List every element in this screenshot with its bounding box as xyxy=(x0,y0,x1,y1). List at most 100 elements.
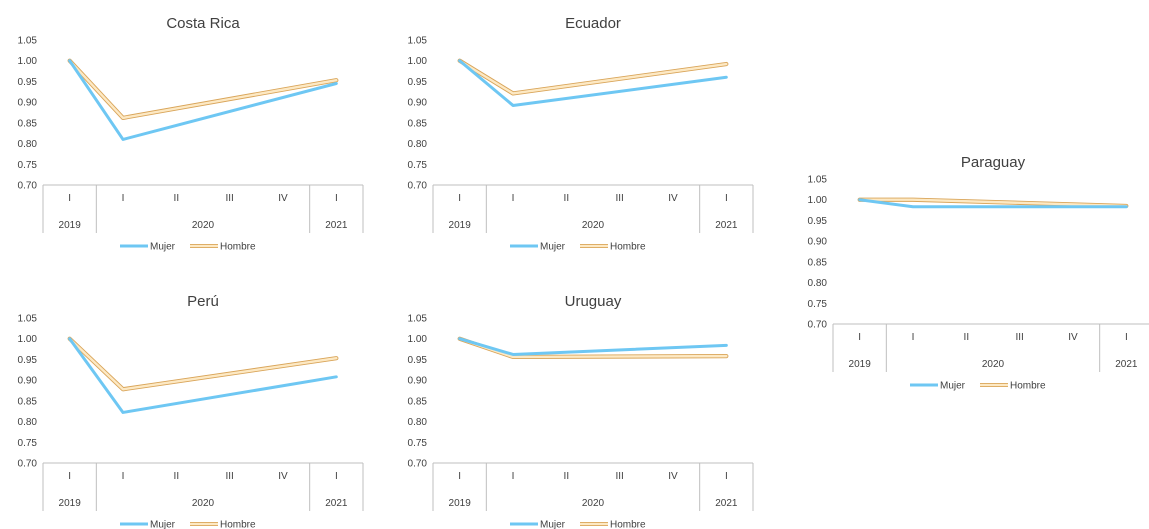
y-tick-label: 0.90 xyxy=(18,376,38,387)
x-tick-label: III xyxy=(225,193,233,204)
series-hombre-line xyxy=(68,59,338,120)
x-tick-label: I xyxy=(68,193,71,204)
x-tick-label: II xyxy=(174,193,180,204)
y-tick-label: 0.70 xyxy=(18,181,38,192)
x-tick-label: IV xyxy=(278,471,288,482)
x-tick-label: III xyxy=(615,471,623,482)
y-tick-label: 1.00 xyxy=(18,56,38,67)
y-tick-label: 1.00 xyxy=(408,56,428,67)
series-hombre-line xyxy=(458,59,728,95)
x-tick-label: III xyxy=(225,471,233,482)
legend-mujer-label: Mujer xyxy=(940,381,966,392)
y-tick-label: 0.70 xyxy=(408,459,428,470)
year-label: 2020 xyxy=(192,220,215,231)
x-tick-label: I xyxy=(1125,332,1128,343)
year-label: 2021 xyxy=(715,498,738,509)
x-tick-label: I xyxy=(858,332,861,343)
x-tick-label: IV xyxy=(278,193,288,204)
year-label: 2021 xyxy=(715,220,738,231)
year-label: 2019 xyxy=(449,220,472,231)
year-label: 2021 xyxy=(1115,359,1138,370)
y-tick-label: 0.75 xyxy=(408,438,428,449)
year-label: 2021 xyxy=(325,220,348,231)
y-tick-label: 0.95 xyxy=(408,77,428,88)
series-hombre-outline xyxy=(457,58,729,96)
y-tick-label: 1.05 xyxy=(808,175,828,186)
year-label: 2020 xyxy=(192,498,215,509)
series-hombre-outline xyxy=(67,58,339,120)
series-hombre-line xyxy=(858,198,1128,208)
x-tick-label: IV xyxy=(1068,332,1078,343)
x-tick-label: I xyxy=(512,193,515,204)
y-tick-label: 0.85 xyxy=(408,118,428,129)
chart-title: Uruguay xyxy=(565,293,622,310)
y-tick-label: 0.85 xyxy=(408,396,428,407)
year-label: 2019 xyxy=(59,220,82,231)
chart-panel: Costa Rica 0.70 0.75 0.80 0.85 0.90 0.95 1.00 1.… xyxy=(18,15,364,253)
y-tick-label: 0.75 xyxy=(408,160,428,171)
year-label: 2019 xyxy=(59,498,82,509)
x-tick-label: I xyxy=(335,193,338,204)
year-label: 2020 xyxy=(582,220,605,231)
y-tick-label: 0.80 xyxy=(18,417,38,428)
x-tick-label: I xyxy=(122,471,125,482)
y-tick-label: 0.75 xyxy=(18,160,38,171)
y-tick-label: 0.70 xyxy=(408,181,428,192)
legend-mujer-label: Mujer xyxy=(540,242,566,253)
x-tick-label: IV xyxy=(668,471,678,482)
x-tick-label: I xyxy=(458,471,461,482)
legend-hombre-label: Hombre xyxy=(220,242,256,253)
chart-title: Ecuador xyxy=(565,15,621,32)
y-tick-label: 0.95 xyxy=(408,355,428,366)
chart-panel: Paraguay 0.70 0.75 0.80 0.85 0.90 0.95 1.00 1.05… xyxy=(808,154,1149,392)
y-tick-label: 0.75 xyxy=(18,438,38,449)
y-tick-label: 0.75 xyxy=(808,299,828,310)
year-label: 2019 xyxy=(849,359,872,370)
x-tick-label: I xyxy=(458,193,461,204)
x-tick-label: I xyxy=(512,471,515,482)
x-tick-label: II xyxy=(964,332,970,343)
x-tick-label: II xyxy=(564,471,570,482)
y-tick-label: 1.05 xyxy=(18,314,38,325)
y-tick-label: 0.90 xyxy=(408,98,428,109)
y-tick-label: 1.05 xyxy=(408,36,428,47)
x-tick-label: I xyxy=(122,193,125,204)
series-mujer-line xyxy=(68,337,338,414)
x-tick-label: I xyxy=(912,332,915,343)
y-tick-label: 1.00 xyxy=(808,195,828,206)
y-tick-label: 0.80 xyxy=(18,139,38,150)
y-tick-label: 1.00 xyxy=(408,334,428,345)
legend-hombre-label: Hombre xyxy=(1010,381,1046,392)
y-tick-label: 0.85 xyxy=(18,396,38,407)
x-tick-label: I xyxy=(335,471,338,482)
y-tick-label: 0.80 xyxy=(408,417,428,428)
y-tick-label: 0.90 xyxy=(808,237,828,248)
year-label: 2020 xyxy=(982,359,1005,370)
chart-title: Paraguay xyxy=(961,154,1026,171)
y-tick-label: 0.80 xyxy=(408,139,428,150)
y-tick-label: 1.05 xyxy=(408,314,428,325)
x-tick-label: III xyxy=(1015,332,1023,343)
y-tick-label: 0.95 xyxy=(808,216,828,227)
chart-title: Costa Rica xyxy=(166,15,240,32)
x-tick-label: II xyxy=(174,471,180,482)
chart-panel: Ecuador 0.70 0.75 0.80 0.85 0.90 0.95 1.00 1.05 I… xyxy=(408,15,754,253)
chart-title: Perú xyxy=(187,293,219,310)
series-mujer-line xyxy=(458,337,728,356)
y-tick-label: 0.85 xyxy=(808,257,828,268)
y-tick-label: 0.90 xyxy=(18,98,38,109)
legend-hombre-label: Hombre xyxy=(220,520,256,529)
y-tick-label: 0.90 xyxy=(408,376,428,387)
y-tick-label: 1.00 xyxy=(18,334,38,345)
y-tick-label: 0.95 xyxy=(18,355,38,366)
year-label: 2020 xyxy=(582,498,605,509)
y-tick-label: 1.05 xyxy=(18,36,38,47)
legend-mujer-label: Mujer xyxy=(150,242,176,253)
x-tick-label: II xyxy=(564,193,570,204)
legend-hombre-label: Hombre xyxy=(610,242,646,253)
x-tick-label: III xyxy=(615,193,623,204)
y-tick-label: 0.70 xyxy=(808,320,828,331)
year-label: 2019 xyxy=(449,498,472,509)
